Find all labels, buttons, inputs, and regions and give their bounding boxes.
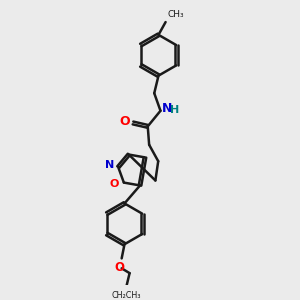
Text: H: H [170,105,180,115]
Text: N: N [105,160,114,170]
Text: O: O [114,261,124,274]
Text: CH₃: CH₃ [167,10,184,19]
Text: O: O [119,115,130,128]
Text: O: O [110,179,119,189]
Text: N: N [162,102,172,115]
Text: CH₂CH₃: CH₂CH₃ [111,291,141,300]
